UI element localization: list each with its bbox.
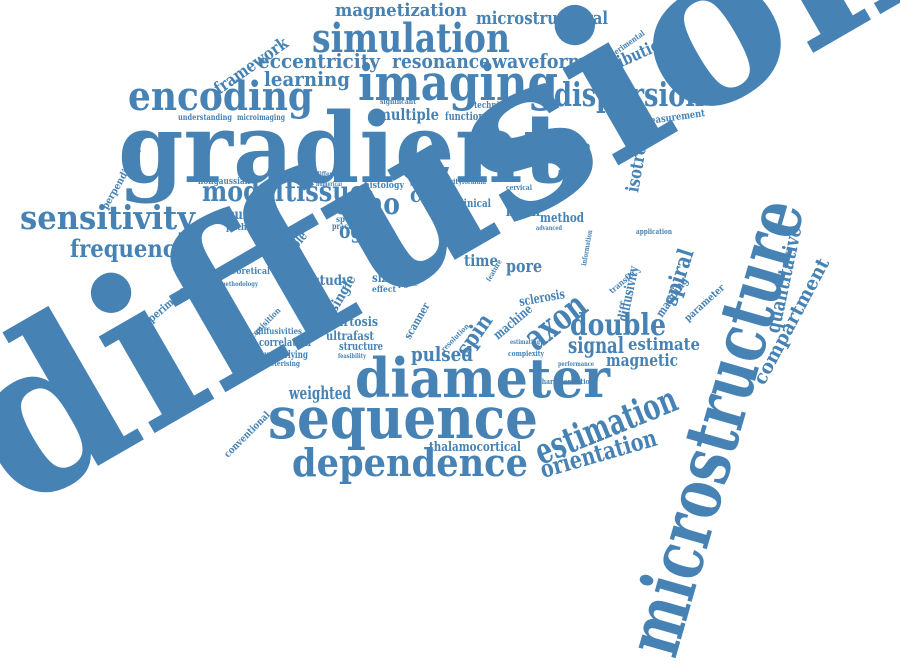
word-pathology: pathology xyxy=(538,134,574,144)
word-cervical: cervical xyxy=(506,183,532,192)
word-echo: echo xyxy=(334,187,400,222)
word-complexity: complexity xyxy=(508,349,545,358)
word-approach: approach xyxy=(523,137,591,156)
word-thalamocortical: thalamocortical xyxy=(429,440,521,455)
word-tissue: tissue xyxy=(285,175,365,208)
word-application: application xyxy=(636,227,672,236)
word-ultrafast: ultrafast xyxy=(326,329,374,343)
word-different: different xyxy=(316,171,342,178)
word-dependence: dependence xyxy=(292,440,528,485)
word-histology: histology xyxy=(364,181,405,191)
word-gradient: gradient xyxy=(118,92,566,205)
word-multiple: multiple xyxy=(377,105,439,124)
word-model: model xyxy=(202,175,284,208)
word-result: result xyxy=(373,258,402,271)
word-double: double xyxy=(570,308,666,343)
word-structure: structure xyxy=(339,340,383,353)
word-pulsed: pulsed xyxy=(411,342,473,366)
word-understanding: understanding xyxy=(178,112,232,122)
word-performance: performance xyxy=(558,361,594,368)
word-time: time xyxy=(464,251,498,270)
word-microimaging: microimaging xyxy=(237,112,285,122)
word-advanced: advanced xyxy=(536,225,563,232)
word-sensitivity: sensitivity xyxy=(20,198,196,237)
word-size: size xyxy=(372,271,394,285)
word-practical: practical xyxy=(332,221,364,231)
word-diameter: diameter xyxy=(355,346,611,410)
word-dispersion: dispersion xyxy=(554,75,704,114)
word-magnetization: magnetization xyxy=(335,0,467,21)
word-peripheral: peripheral xyxy=(556,153,587,160)
word-functional: functional xyxy=(445,110,493,123)
word-kurtosis: kurtosis xyxy=(328,315,378,330)
word-resonance: resonance xyxy=(392,49,490,73)
word-estimate: estimate xyxy=(628,335,700,355)
word-sequence: sequence xyxy=(268,384,538,452)
word-pore: pore xyxy=(506,256,542,277)
word-numerical: numerical xyxy=(316,181,343,188)
word-clinical: clinical xyxy=(455,197,491,210)
word-method: method xyxy=(540,211,584,226)
word-feasibility: feasibility xyxy=(338,353,366,360)
word-activity: activity xyxy=(436,177,463,186)
word-simulation: simulation xyxy=(312,15,510,62)
word-optimised: optimised xyxy=(402,150,438,160)
word-magnetic: magnetic xyxy=(606,351,678,371)
word-encoding: encoding xyxy=(128,73,313,120)
word-brain: brain xyxy=(506,202,540,220)
word-microstructural: microstructural xyxy=(476,8,608,29)
word-study: study xyxy=(313,273,350,289)
word-pgse: pgse xyxy=(398,278,418,288)
word-provide: provide xyxy=(410,177,436,186)
word-characterisation: characterisation xyxy=(538,377,594,386)
word-specific: specific xyxy=(336,214,366,224)
word-characterising: characterising xyxy=(252,359,300,368)
word-learning: learning xyxy=(264,67,350,91)
word-more: more xyxy=(368,237,390,247)
word-formula: formula xyxy=(462,177,486,186)
word-frequency: frequency xyxy=(70,234,189,263)
word-theoretical: theoretical xyxy=(222,267,270,277)
word-estimating: estimating xyxy=(510,339,541,346)
word-significant: significant xyxy=(380,97,417,106)
word-signal: signal xyxy=(568,333,624,359)
word-nongaussian: nongaussian xyxy=(198,177,250,187)
word-ogse: ogse xyxy=(339,218,383,244)
word-waveform: waveform xyxy=(491,49,586,73)
word-weighted: weighted xyxy=(288,383,351,404)
word-technique: technique xyxy=(474,101,514,111)
word-accurate: accurate xyxy=(213,207,269,223)
word-pathway: pathway xyxy=(226,223,265,233)
word-methodology: methodology xyxy=(220,281,258,288)
word-effect: effect xyxy=(372,284,396,294)
word-cord: cord xyxy=(410,182,456,208)
word-diffusivities: diffusivities xyxy=(256,326,302,336)
word-imaging: imaging xyxy=(358,53,558,112)
word-underlying: underlying xyxy=(264,350,308,361)
word-correlation: correlation xyxy=(259,336,311,349)
word-eccentricity: eccentricity xyxy=(258,49,381,73)
